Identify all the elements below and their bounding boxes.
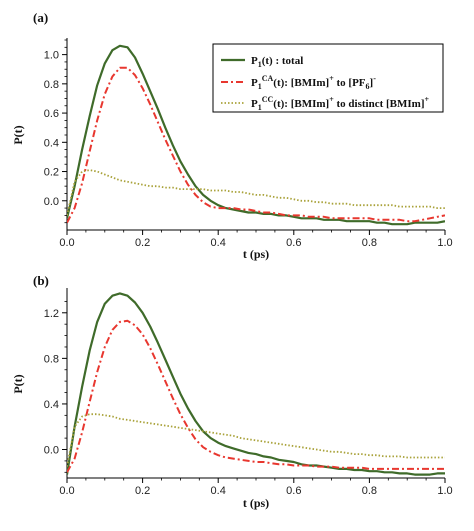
legend-text-part: to [PF (334, 77, 366, 89)
panel-label: (a) (33, 10, 48, 25)
series-line-solid (67, 292, 445, 476)
series-line-dotted (67, 169, 445, 216)
legend-text-part: 1 (258, 103, 262, 112)
series-line-dash-dot (67, 66, 445, 224)
legend-entry-label: P1CA(t): [BMIm]+ to [PF6]- (251, 74, 376, 91)
legend-text-part: (t): [BMIm] (273, 77, 329, 89)
legend-text-part: CA (262, 74, 274, 83)
x-tick-label: 0.0 (59, 485, 74, 497)
x-tick-label: 0.8 (362, 237, 377, 249)
legend-text-part: (t): [BMIm] (273, 98, 329, 110)
y-tick-label: 1.0 (44, 50, 59, 62)
legend-text-part: 6 (366, 82, 370, 91)
legend-text-part: 1 (258, 60, 262, 69)
legend-box (212, 43, 444, 113)
x-axis-title: t (ps) (243, 496, 269, 510)
y-tick-label: 0.8 (44, 353, 59, 365)
series-line-dash-dot (67, 319, 445, 473)
y-tick-label: 0.6 (44, 108, 59, 120)
legend-text-part: 1 (258, 82, 262, 91)
panel-label: (b) (33, 273, 49, 288)
y-axis-title: P(t) (11, 374, 25, 393)
legend-entry-label: P1(t) : total (251, 55, 303, 69)
x-axis-title: t (ps) (243, 247, 269, 261)
x-tick-label: 0.6 (286, 485, 301, 497)
legend-text-part: - (373, 74, 376, 83)
legend-entry-label: P1CC(t): [BMIm]+ to distinct [BMIm]+ (251, 95, 430, 112)
x-tick-label: 0.4 (211, 485, 226, 497)
x-tick-label: 1.0 (437, 237, 452, 249)
legend-text-part: (t) : total (262, 55, 304, 67)
panel-a: 0.0 0.2 0.4 0.6 0.8 1.0 0.0 0.2 0.4 0.6 0.8 1.0 t (p… (11, 10, 453, 261)
x-tick-label: 1.0 (437, 485, 452, 497)
legend-text-part: + (329, 95, 334, 104)
y-tick-label: 0.4 (44, 399, 59, 411)
y-tick-label: 0.0 (44, 196, 59, 208)
legend-text-part: + (329, 74, 334, 83)
y-tick-label: 0.8 (44, 79, 59, 91)
series-line-dotted (67, 413, 445, 467)
y-axis-title: P(t) (11, 125, 25, 144)
y-tick-label: 1.2 (44, 308, 59, 320)
legend-text-part: P (251, 77, 258, 89)
panel-b: 0.0 0.2 0.4 0.6 0.8 1.0 0.0 0.4 0.8 1.2 t (ps) P(t)… (11, 273, 453, 510)
legend-text-part: to distinct [BMIm] (334, 98, 425, 110)
legend-text-part: CC (262, 95, 274, 104)
y-tick-label: 0.0 (44, 445, 59, 457)
x-tick-label: 0.2 (135, 485, 150, 497)
x-tick-label: 0.6 (286, 237, 301, 249)
y-tick-label: 0.4 (44, 137, 59, 149)
series-line-solid (67, 44, 445, 226)
x-tick-label: 0.0 (59, 237, 74, 249)
legend-text-part: + (425, 95, 430, 104)
x-tick-label: 0.8 (362, 485, 377, 497)
x-tick-label: 0.4 (211, 237, 226, 249)
y-tick-label: 0.2 (44, 167, 59, 179)
legend-text-part: P (251, 55, 258, 67)
x-tick-label: 0.2 (135, 237, 150, 249)
legend-text-part: P (251, 98, 258, 110)
series-group (67, 44, 445, 226)
legend-text-part: ] (370, 77, 374, 89)
series-group (67, 292, 445, 476)
